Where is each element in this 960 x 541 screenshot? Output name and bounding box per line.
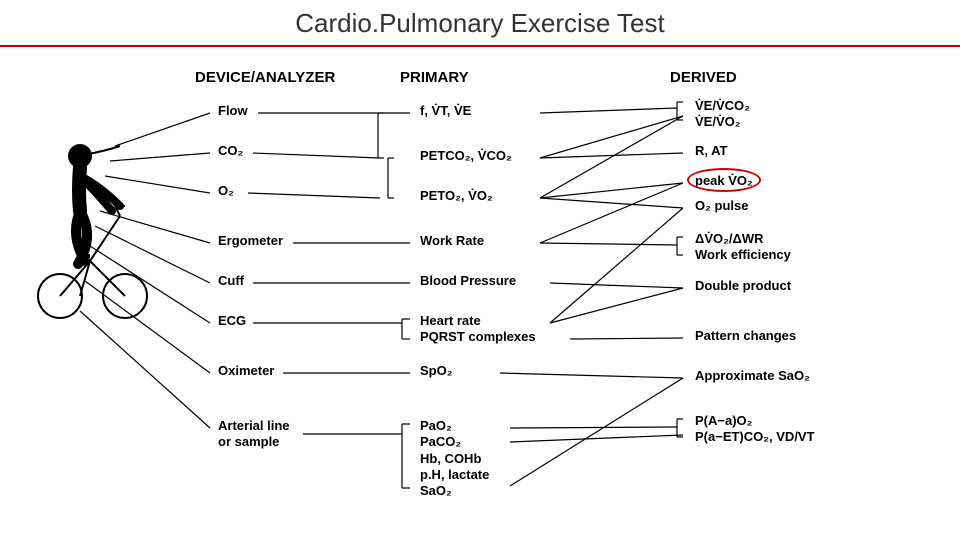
primary-0: f, V̇T, V̇E xyxy=(420,103,471,119)
title-underline xyxy=(0,45,960,47)
primary-4: Blood Pressure xyxy=(420,273,516,289)
derived-6: Pattern changes xyxy=(695,328,796,344)
derived-8: P(A−a)O₂P(a−ET)CO₂, VD/VT xyxy=(695,413,815,446)
header-derived: DERIVED xyxy=(670,69,737,86)
device-1: CO₂ xyxy=(218,143,243,159)
derived-0: V̇E/V̇CO₂V̇E/V̇O₂ xyxy=(695,98,750,131)
device-0: Flow xyxy=(218,103,248,119)
derived-4: ΔV̇O₂/ΔWRWork efficiency xyxy=(695,231,791,264)
primary-6: SpO₂ xyxy=(420,363,453,379)
header-primary: PRIMARY xyxy=(400,69,469,86)
device-4: Cuff xyxy=(218,273,244,289)
derived-5: Double product xyxy=(695,278,791,294)
derived-1: R, AT xyxy=(695,143,728,159)
diagram-area: DEVICE/ANALYZER PRIMARY DERIVED Flow CO₂ O… xyxy=(0,51,960,541)
primary-5: Heart ratePQRST complexes xyxy=(420,313,536,346)
primary-2: PETO₂, V̇O₂ xyxy=(420,188,493,204)
device-2: O₂ xyxy=(218,183,234,199)
highlight-circle xyxy=(687,168,761,192)
page-title: Cardio.Pulmonary Exercise Test xyxy=(0,0,960,45)
device-7: Arterial lineor sample xyxy=(218,418,290,451)
derived-7: Approximate SaO₂ xyxy=(695,368,810,384)
header-device: DEVICE/ANALYZER xyxy=(195,69,335,86)
device-6: Oximeter xyxy=(218,363,274,379)
derived-3: O₂ pulse xyxy=(695,198,748,214)
device-5: ECG xyxy=(218,313,246,329)
primary-3: Work Rate xyxy=(420,233,484,249)
cyclist-figure xyxy=(30,136,160,336)
primary-7: PaO₂PaCO₂Hb, COHbp.H, lactateSaO₂ xyxy=(420,418,489,499)
device-3: Ergometer xyxy=(218,233,283,249)
primary-1: PETCO₂, V̇CO₂ xyxy=(420,148,512,164)
